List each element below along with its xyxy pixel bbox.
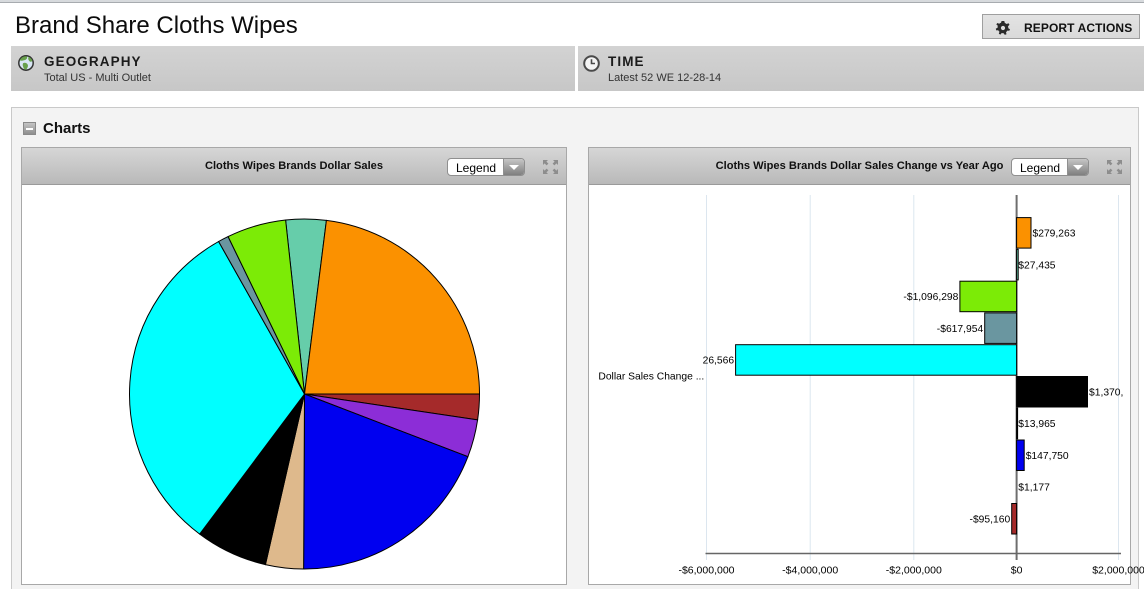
svg-text:$27,435: $27,435 [1018, 260, 1055, 271]
svg-text:-$1,096,298: -$1,096,298 [903, 292, 958, 303]
svg-text:$0: $0 [1011, 565, 1023, 577]
svg-text:-$95,160: -$95,160 [970, 514, 1011, 525]
svg-text:-$2,000,000: -$2,000,000 [886, 565, 942, 577]
svg-text:-$617,954: -$617,954 [937, 324, 984, 335]
svg-text:26,566: 26,566 [703, 356, 735, 367]
svg-text:$2,000,000: $2,000,000 [1092, 565, 1144, 577]
svg-text:$13,965: $13,965 [1018, 419, 1055, 430]
svg-text:$147,750: $147,750 [1026, 451, 1069, 462]
svg-text:Dollar Sales Change ...: Dollar Sales Change ... [598, 371, 704, 382]
svg-text:$1,177: $1,177 [1018, 483, 1050, 494]
svg-text:-$4,000,000: -$4,000,000 [782, 565, 838, 577]
svg-text:-$6,000,000: -$6,000,000 [678, 565, 734, 577]
svg-text:$279,263: $279,263 [1033, 229, 1076, 240]
svg-text:$1,370,: $1,370, [1089, 387, 1123, 398]
